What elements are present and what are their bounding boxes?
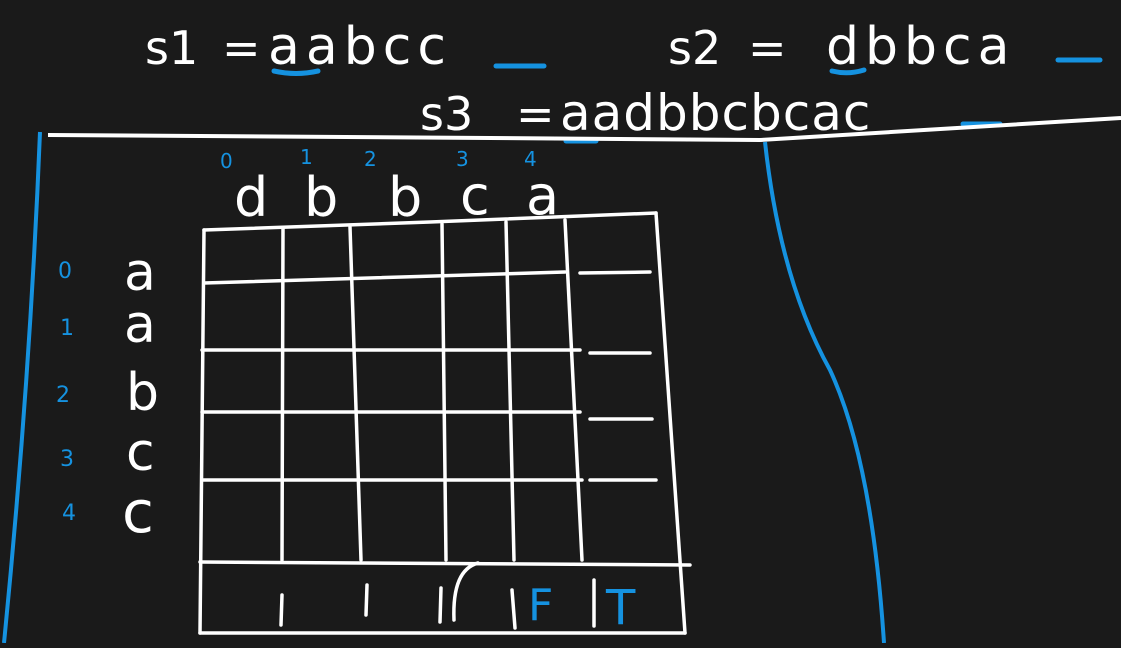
column-char: a: [526, 164, 559, 227]
grid-vline-2: [348, 225, 363, 562]
grid-vline-1: [280, 227, 285, 562]
row-index: 4: [62, 501, 76, 526]
row-char: a: [124, 243, 156, 303]
column-char: d: [234, 166, 268, 229]
horizontal-divider: [47, 116, 1121, 143]
s1-value: aabcc: [268, 17, 452, 77]
s2-equals: =: [748, 21, 787, 75]
row-characters: a a b c c: [122, 243, 159, 546]
right-blue-rule: [763, 141, 886, 644]
column-index: 3: [456, 147, 469, 171]
s2-value: dbbca: [826, 17, 1015, 77]
grid-vline-5: [563, 218, 584, 562]
left-blue-rule: [2, 131, 42, 644]
row-indices: 0 1 2 3 4: [56, 259, 76, 526]
row-char: c: [126, 423, 155, 483]
grid-outer-right: [654, 211, 687, 635]
grid-outer-left: [198, 228, 206, 635]
bottom-tick-2: [364, 583, 369, 617]
dp-grid: [198, 211, 692, 635]
column-index: 0: [220, 149, 233, 173]
s1-definition: s1 = aabcc: [145, 17, 452, 77]
column-char: b: [304, 166, 338, 229]
s3-value: aadbbcbcac: [560, 84, 871, 142]
column-index: 1: [300, 145, 313, 169]
bottom-cell-t: T: [605, 580, 636, 636]
grid-outer-top: [202, 211, 658, 232]
s1-equals: =: [222, 21, 261, 75]
column-char: b: [388, 166, 422, 229]
row-index: 3: [60, 447, 74, 472]
column-index: 2: [364, 147, 377, 171]
s1-pointer-underline: [271, 68, 321, 76]
row-char: a: [124, 295, 156, 355]
row-index: 2: [56, 383, 70, 408]
s2-label: s2: [668, 21, 721, 75]
row-char: c: [122, 478, 154, 546]
s3-equals: =: [516, 87, 555, 141]
s2-pointer-underline: [829, 67, 867, 76]
grid-dash-row-0: [578, 270, 652, 275]
s1-label: s1: [145, 21, 198, 75]
row-index: 1: [60, 316, 74, 341]
bottom-tick-4: [510, 588, 517, 630]
column-indices: 0 1 2 3 4: [220, 145, 537, 173]
row-index: 0: [58, 259, 72, 284]
s2-definition: s2 = dbbca: [668, 17, 1015, 77]
bottom-mark-bracket: [452, 561, 480, 622]
grid-hline-1: [202, 270, 567, 285]
column-characters: d b b c a: [234, 164, 559, 229]
bottom-tick-3: [438, 586, 443, 624]
s3-label: s3: [420, 87, 473, 141]
column-index: 4: [524, 147, 537, 171]
bottom-tick-1: [279, 593, 284, 627]
column-char: c: [460, 164, 490, 227]
s3-definition: s3 = aadbbcbcac: [420, 84, 871, 142]
grid-vline-3: [440, 222, 448, 562]
grid-vline-4: [504, 220, 516, 562]
grid-hline-5: [198, 560, 692, 567]
row-char: b: [126, 363, 159, 423]
bottom-cell-f: F: [528, 580, 553, 631]
